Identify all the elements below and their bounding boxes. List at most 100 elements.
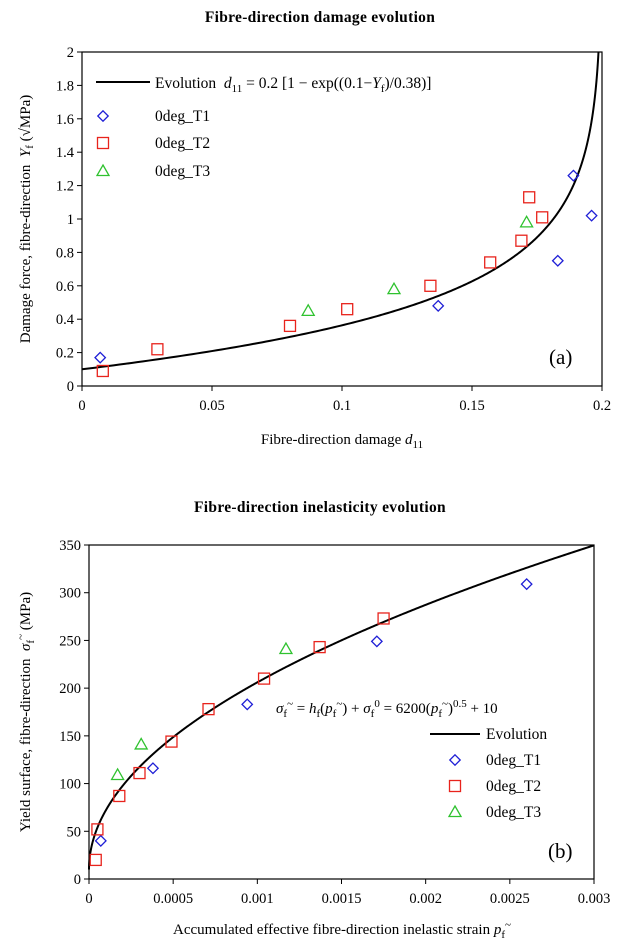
chart-b-evolution-curve [88,544,595,870]
data-point-0deg-t2 [536,211,549,224]
data-point-0deg-t2 [89,853,102,867]
chart-a-x-ticks: 0 0.05 0.1 0.15 0.2 [78,386,611,414]
y-tick-label: 1.4 [56,145,75,161]
legend-marker-0deg-t1 [96,109,110,123]
chart-a-legend-evolution: Evolution d11 = 0.2 [1 − exp((0.1−Yf)/0.… [155,75,431,95]
data-point-0deg-t2 [91,823,104,836]
data-point-0deg-t2 [515,234,528,247]
data-point-0deg-t1 [585,209,598,222]
data-point-0deg-t2 [377,612,390,625]
chart-a-legend-t2: 0deg_T2 [155,135,210,152]
x-tick-label: 0.0025 [490,891,530,907]
data-point-0deg-t2 [283,319,297,333]
chart-b-y-axis-label: Yield surface, fibre-direction σf~ (MPa) [15,592,37,832]
chart-b-legend-evolution: Evolution [486,726,547,743]
data-point-0deg-t1 [567,169,580,182]
data-point-0deg-t1 [520,578,533,591]
chart-a-legend-t3: 0deg_T3 [155,163,210,180]
chart-a-y-axis-label: Damage force, fibre-direction Yf (√MPa) [18,95,36,343]
data-point-0deg-t1 [432,299,445,312]
chart-b-title: Fibre-direction inelasticity evolution [194,499,446,516]
chart-b-x-ticks: 0 0.0005 0.001 0.0015 0.002 0.0025 0.003 [85,879,610,907]
legend-marker-0deg-t3 [95,163,111,177]
x-tick-label: 0 [85,891,92,907]
chart-b-panel-label: (b) [548,839,573,863]
y-tick-label: 0 [67,379,74,395]
data-point-0deg-t1 [241,698,254,711]
y-tick-label: 0.2 [56,346,74,362]
x-tick-label: 0.003 [578,891,611,907]
y-tick-label: 200 [59,681,81,697]
chart-a-y-ticks: 0 0.2 0.4 0.6 0.8 1 1.2 1.4 1.6 1.8 2 [56,45,82,395]
x-tick-label: 0.15 [459,398,484,414]
x-tick-label: 0.001 [241,891,274,907]
legend-marker-0deg-t3 [447,804,463,818]
chart-b-y-ticks: 0 50 100 150 200 250 300 350 [59,538,89,888]
data-point-0deg-t2 [165,735,178,748]
data-point-0deg-t2 [96,364,109,378]
data-point-0deg-t2 [202,702,215,716]
y-tick-label: 50 [67,824,82,840]
chart-b-legend-t2: 0deg_T2 [486,778,541,795]
y-tick-label: 2 [67,45,74,61]
x-tick-label: 0.0005 [153,891,193,907]
chart-a-evolution-curve [81,51,600,371]
y-tick-label: 0.8 [56,245,74,261]
chart-a-panel-label: (a) [549,345,572,369]
chart-a-points [94,169,598,378]
chart-a-x-axis-label: Fibre-direction damage d11 [261,432,423,451]
x-tick-label: 0.0015 [322,891,362,907]
data-point-0deg-t2 [484,256,497,269]
chart-a: Fibre-direction damage evolution 0 0.2 0.4… [18,9,611,451]
data-point-0deg-t2 [113,789,126,803]
chart-b-equation: σf~ = hf(pf~) + σf0 = 6200(pf~)0.5 + 10 [276,698,498,720]
x-tick-label: 0 [78,398,85,414]
legend-marker-0deg-t2 [448,779,462,793]
x-tick-label: 0.1 [333,398,351,414]
y-tick-label: 250 [59,633,81,649]
legend-marker-0deg-t2 [96,136,110,150]
data-point-0deg-t2 [133,766,146,780]
y-tick-label: 300 [59,586,81,602]
chart-a-plot-area [81,51,603,387]
y-tick-label: 0.6 [56,279,74,295]
y-tick-label: 1.8 [56,78,74,94]
y-tick-label: 100 [59,777,81,793]
x-tick-label: 0.002 [409,891,442,907]
data-point-0deg-t3 [110,767,125,781]
y-tick-label: 1.2 [56,179,74,195]
data-point-0deg-t2 [313,640,326,654]
x-tick-label: 0.2 [593,398,611,414]
data-point-0deg-t3 [301,303,316,317]
data-point-0deg-t1 [94,351,107,364]
data-point-0deg-t3 [278,641,294,655]
chart-b-legend-t3: 0deg_T3 [486,804,541,821]
chart-b-x-axis-label: Accumulated effective fibre-direction in… [173,919,511,941]
data-point-0deg-t3 [386,281,402,295]
chart-b-points [89,578,533,867]
legend-marker-0deg-t1 [448,753,462,767]
chart-a-title: Fibre-direction damage evolution [205,9,435,26]
data-point-0deg-t3 [519,215,534,228]
y-tick-label: 150 [59,729,81,745]
chart-b-legend: Evolution 0deg_T1 0deg_T2 0deg_T3 [430,726,547,821]
y-tick-label: 1 [67,212,74,228]
data-point-0deg-t1 [551,254,564,267]
y-tick-label: 0 [74,872,81,888]
chart-b-legend-t1: 0deg_T1 [486,752,541,769]
data-point-0deg-t1 [146,762,160,775]
data-point-0deg-t2 [424,279,437,292]
chart-a-legend-t1: 0deg_T1 [155,108,210,125]
data-point-0deg-t1 [94,834,107,847]
x-tick-label: 0.05 [199,398,224,414]
data-point-0deg-t2 [523,191,536,204]
data-point-0deg-t2 [341,303,354,316]
chart-a-legend: Evolution d11 = 0.2 [1 − exp((0.1−Yf)/0.… [95,75,431,180]
y-tick-label: 1.6 [56,112,74,128]
chart-b: Fibre-direction inelasticity evolution 0… [15,499,610,941]
y-tick-label: 350 [59,538,81,554]
data-point-0deg-t3 [134,737,149,750]
data-point-0deg-t2 [151,343,164,356]
y-tick-label: 0.4 [56,312,75,328]
